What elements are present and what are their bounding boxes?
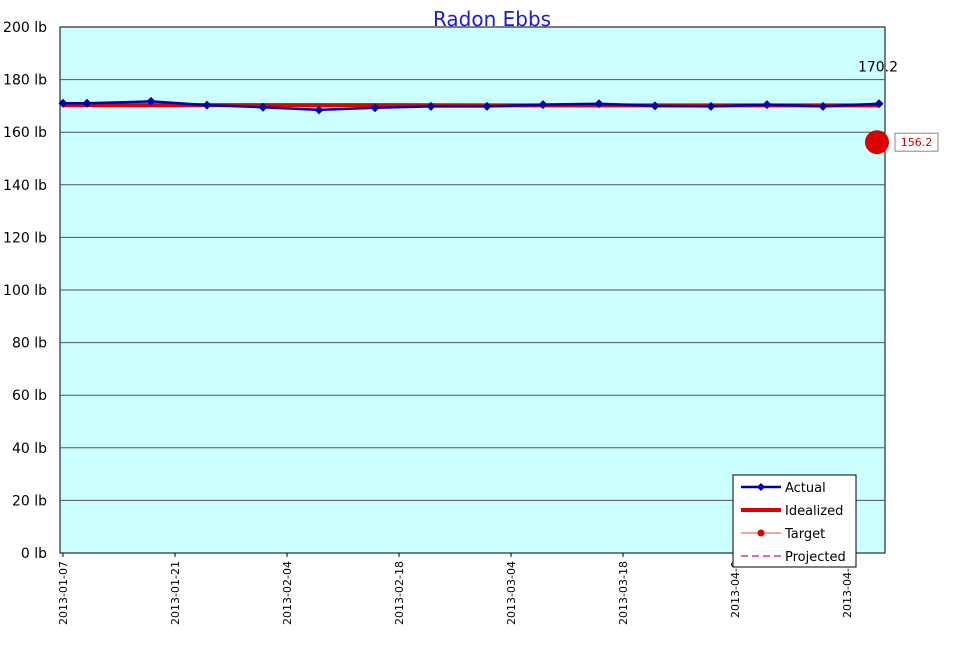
- y-tick-label: 180 lb: [3, 73, 47, 89]
- y-axis-ticks: 0 lb 20 lb 40 lb 60 lb 80 lb 100 lb 120 lb 140 …: [3, 20, 47, 562]
- x-tick-label: 2013-01-07: [57, 561, 70, 625]
- y-tick-label: 80 lb: [12, 336, 47, 352]
- y-tick-label: 20 lb: [12, 493, 47, 509]
- y-tick-label: 140 lb: [3, 178, 47, 194]
- x-tick-label: 2013-01-21: [169, 561, 182, 625]
- y-tick-label: 120 lb: [3, 230, 47, 246]
- y-tick-label: 100 lb: [3, 283, 47, 299]
- y-tick-label: 40 lb: [12, 441, 47, 457]
- chart-title: Radon Ebbs: [433, 7, 551, 31]
- x-tick-label: 2013-03-18: [617, 561, 630, 625]
- target-value-label: 156.2: [901, 136, 933, 149]
- legend-marker: [758, 530, 765, 537]
- x-tick-label: 2013-03-04: [505, 561, 518, 625]
- y-tick-label: 200 lb: [3, 20, 47, 36]
- y-tick-label: 0 lb: [21, 546, 47, 562]
- legend-label: Target: [784, 527, 825, 542]
- x-tick-label: 2013-02-04: [281, 561, 294, 625]
- legend-label: Actual: [785, 481, 826, 496]
- x-tick-label: 2013-04-1: [841, 561, 854, 618]
- y-tick-label: 160 lb: [3, 125, 47, 141]
- y-tick-label: 60 lb: [12, 388, 47, 404]
- legend-label: Projected: [785, 550, 846, 565]
- target-point: [865, 130, 889, 154]
- legend: Actual Idealized Target Projected: [733, 475, 856, 567]
- x-tick-label: 2013-02-18: [393, 561, 406, 625]
- x-tick-label: 2013-04-0: [729, 561, 742, 618]
- target-label-box: 156.2: [895, 133, 938, 151]
- idealized-end-label: 170.2: [858, 59, 898, 75]
- legend-label: Idealized: [785, 504, 843, 519]
